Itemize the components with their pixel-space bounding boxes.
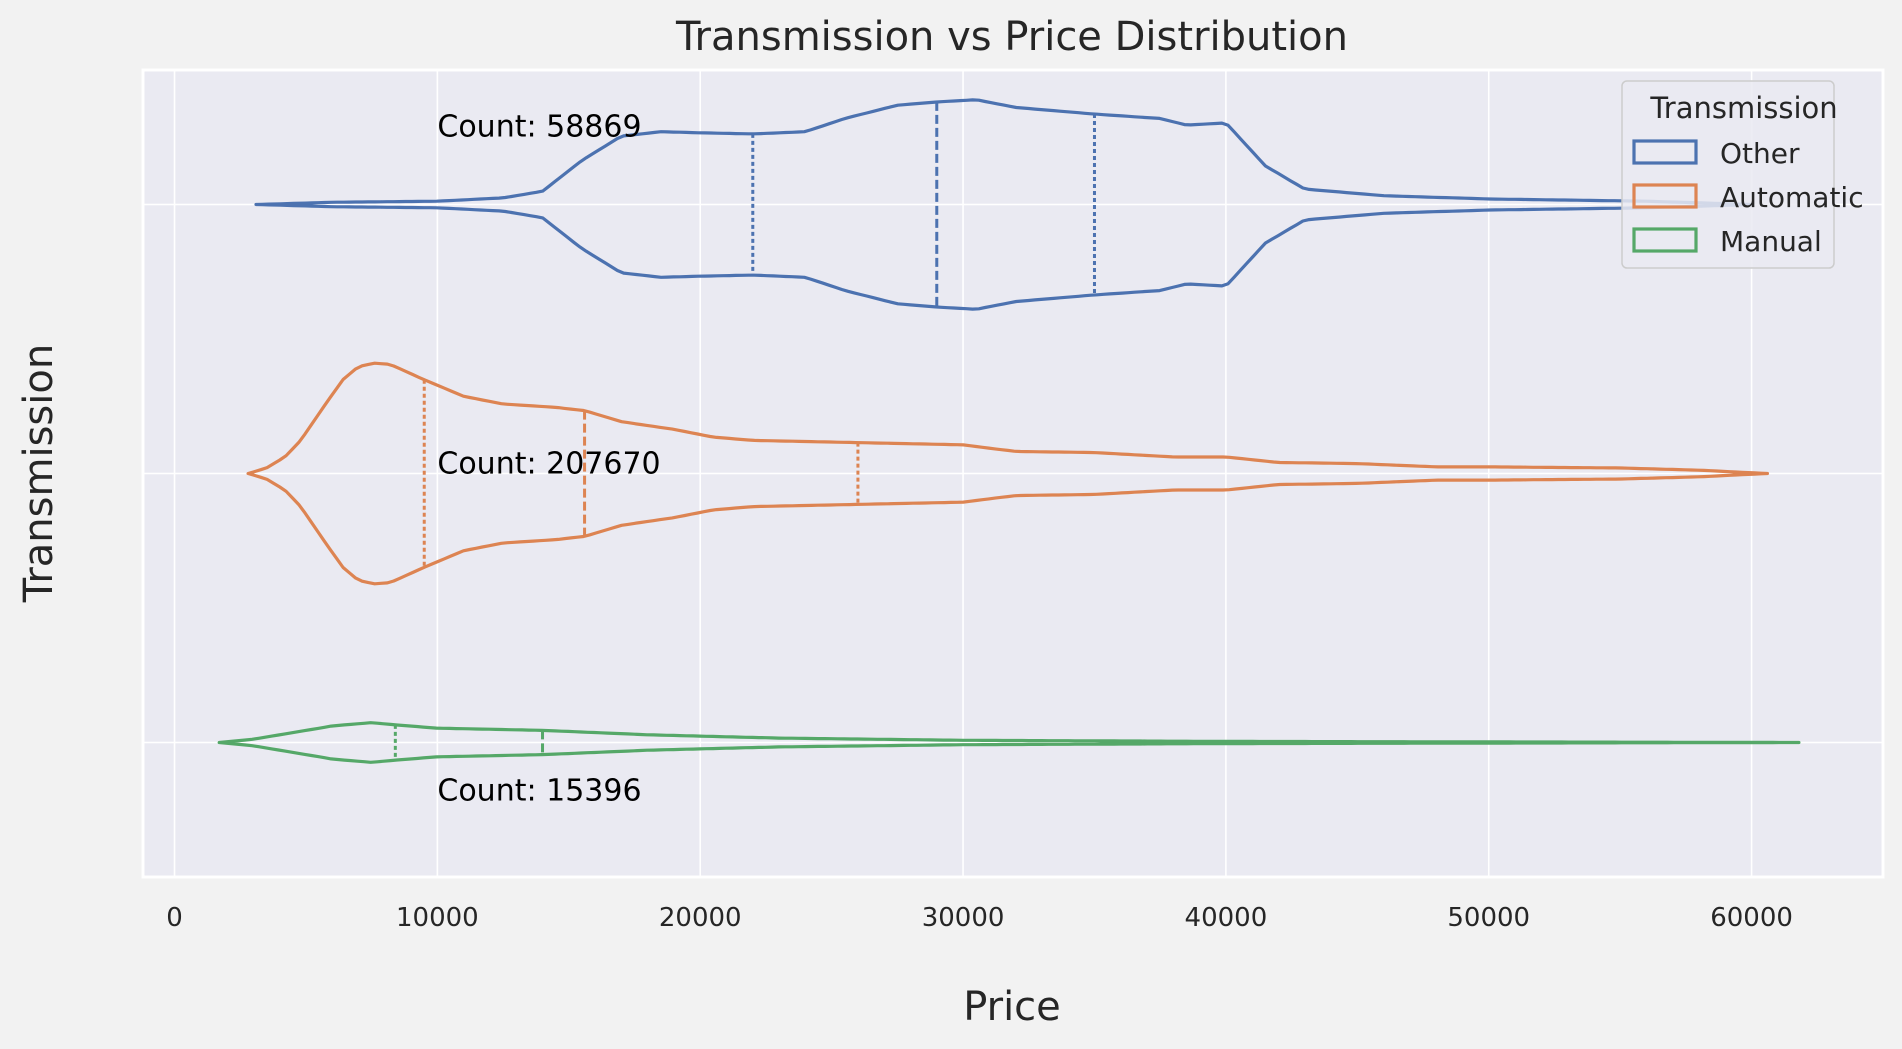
legend-swatch xyxy=(1632,183,1698,209)
count-label: Count: 207670 xyxy=(437,447,660,482)
x-ticks: 0 10000 20000 30000 40000 50000 60000 xyxy=(166,903,1793,933)
x-tick-label: 20000 xyxy=(659,903,742,933)
x-tick-label: 10000 xyxy=(396,903,479,933)
count-label: Count: 15396 xyxy=(437,774,641,809)
x-tick-label: 60000 xyxy=(1710,903,1793,933)
x-axis-label: Price xyxy=(963,984,1061,1030)
legend-swatch xyxy=(1632,227,1698,253)
chart-title: Transmission vs Price Distribution xyxy=(675,14,1348,60)
legend-label: Automatic xyxy=(1720,181,1864,214)
violin-outline xyxy=(246,361,1769,586)
legend-title: Transmission xyxy=(1649,91,1837,125)
x-tick-label: 30000 xyxy=(922,903,1005,933)
legend-entries: Other Automatic Manual xyxy=(1632,137,1864,258)
legend-label: Other xyxy=(1720,137,1800,170)
y-axis-label: Transmission xyxy=(16,344,62,603)
count-labels: Count: 58869 Count: 207670 Count: 15396 xyxy=(437,110,660,809)
legend: Transmission Other Automatic Manual xyxy=(1621,80,1864,269)
violin-automatic xyxy=(246,361,1769,586)
legend-frame xyxy=(1621,80,1835,269)
legend-swatch xyxy=(1632,139,1698,165)
x-tick-label: 40000 xyxy=(1185,903,1268,933)
x-tick-label: 50000 xyxy=(1447,903,1530,933)
violin-outline xyxy=(217,721,1801,764)
x-tick-label: 0 xyxy=(166,903,183,933)
count-label: Count: 58869 xyxy=(437,110,641,145)
legend-label: Manual xyxy=(1720,225,1822,258)
violin-manual xyxy=(217,721,1801,764)
